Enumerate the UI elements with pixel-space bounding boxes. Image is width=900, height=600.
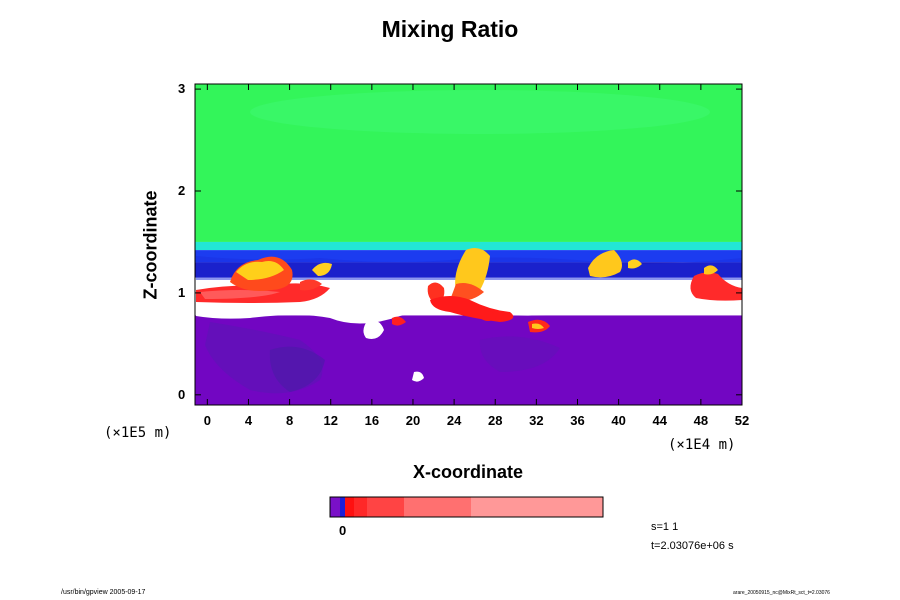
- colorbar-swatch: [340, 497, 345, 517]
- colorbar-swatch: [404, 497, 471, 517]
- x-tick-label: 20: [405, 413, 421, 428]
- colorbar-min-label: 0: [339, 523, 347, 538]
- footer-right: arare_20050915_nc@MixRt_sct_t=2.03076: [733, 590, 830, 596]
- y-tick-label: 0: [178, 386, 186, 402]
- colorbar-swatch: [354, 497, 367, 517]
- y-scale-label: (×1E5 m): [104, 425, 172, 441]
- tick-marks: [195, 84, 743, 405]
- x-tick-label: 24: [446, 413, 462, 428]
- x-tick-label: 52: [734, 413, 750, 428]
- colorbar-swatch: [471, 497, 603, 517]
- colorbar: [329, 496, 604, 518]
- colorbar-swatch: [367, 497, 404, 517]
- x-tick-label: 0: [203, 413, 211, 428]
- y-tick-label: 1: [178, 284, 186, 300]
- chart-title: Mixing Ratio: [381, 16, 519, 42]
- x-tick-label: 8: [285, 413, 294, 428]
- heatmap-features: [196, 248, 742, 394]
- x-tick-label: 28: [487, 413, 503, 428]
- upper-patch: [250, 90, 710, 134]
- colorbar-swatch: [330, 497, 340, 517]
- time-annotation: t=2.03076e+06 s: [651, 540, 734, 552]
- x-tick-label: 4: [244, 413, 253, 428]
- step-annotation: s=1 1: [651, 521, 679, 533]
- footer-left: /usr/bin/gpview 2005-09-17: [61, 589, 146, 596]
- x-tick-label: 40: [611, 413, 626, 428]
- y-tick-label: 3: [178, 81, 186, 97]
- y-axis-label: Z-coordinate: [140, 190, 161, 300]
- x-tick-label: 32: [529, 413, 544, 428]
- colorbar-swatch: [345, 497, 354, 517]
- x-tick-label: 12: [323, 413, 338, 428]
- y-tick-label: 2: [178, 183, 186, 198]
- plot-frame: [194, 83, 743, 406]
- colorbar-frame: [329, 496, 604, 518]
- x-scale-label: (×1E4 m): [668, 437, 736, 453]
- band-1: [195, 241, 742, 251]
- x-axis-label: X-coordinate: [412, 462, 524, 482]
- x-tick-label: 48: [693, 413, 709, 428]
- x-tick-label: 36: [570, 413, 585, 428]
- x-tick-label: 16: [364, 413, 380, 428]
- x-tick-label: 44: [652, 413, 667, 428]
